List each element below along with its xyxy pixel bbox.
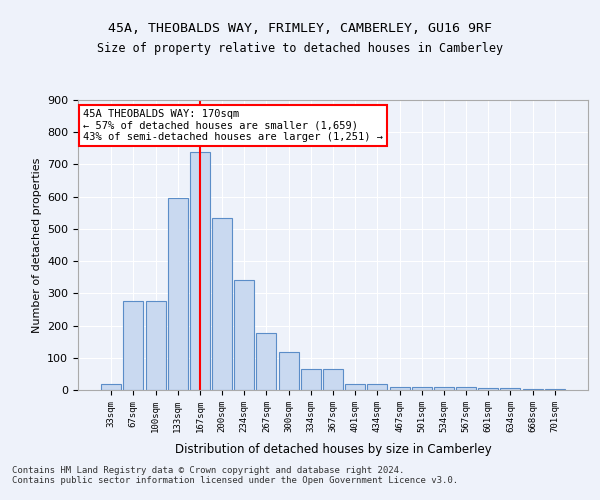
Text: Size of property relative to detached houses in Camberley: Size of property relative to detached ho… — [97, 42, 503, 55]
Y-axis label: Number of detached properties: Number of detached properties — [32, 158, 41, 332]
Bar — [367, 384, 388, 390]
Bar — [478, 388, 498, 390]
Bar — [212, 218, 232, 390]
Bar — [345, 384, 365, 390]
Bar — [434, 388, 454, 390]
Bar — [301, 369, 321, 390]
Bar — [500, 388, 520, 390]
Bar — [523, 389, 542, 390]
Bar — [545, 389, 565, 390]
Bar — [101, 384, 121, 390]
X-axis label: Distribution of detached houses by size in Camberley: Distribution of detached houses by size … — [175, 443, 491, 456]
Bar — [256, 332, 277, 390]
Bar — [124, 302, 143, 390]
Bar — [146, 302, 166, 390]
Bar — [168, 198, 188, 390]
Text: 45A THEOBALDS WAY: 170sqm
← 57% of detached houses are smaller (1,659)
43% of se: 45A THEOBALDS WAY: 170sqm ← 57% of detac… — [83, 108, 383, 142]
Bar — [389, 387, 410, 390]
Bar — [323, 369, 343, 390]
Bar — [456, 388, 476, 390]
Bar — [412, 387, 432, 390]
Text: Contains HM Land Registry data © Crown copyright and database right 2024.
Contai: Contains HM Land Registry data © Crown c… — [12, 466, 458, 485]
Bar — [190, 152, 210, 390]
Bar — [278, 352, 299, 390]
Text: 45A, THEOBALDS WAY, FRIMLEY, CAMBERLEY, GU16 9RF: 45A, THEOBALDS WAY, FRIMLEY, CAMBERLEY, … — [108, 22, 492, 35]
Bar — [234, 280, 254, 390]
